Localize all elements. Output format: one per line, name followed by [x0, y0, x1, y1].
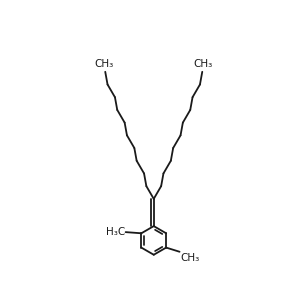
Text: CH₃: CH₃ [94, 59, 114, 69]
Text: H₃C: H₃C [106, 227, 125, 237]
Text: CH₃: CH₃ [180, 253, 200, 263]
Text: CH₃: CH₃ [194, 59, 213, 69]
